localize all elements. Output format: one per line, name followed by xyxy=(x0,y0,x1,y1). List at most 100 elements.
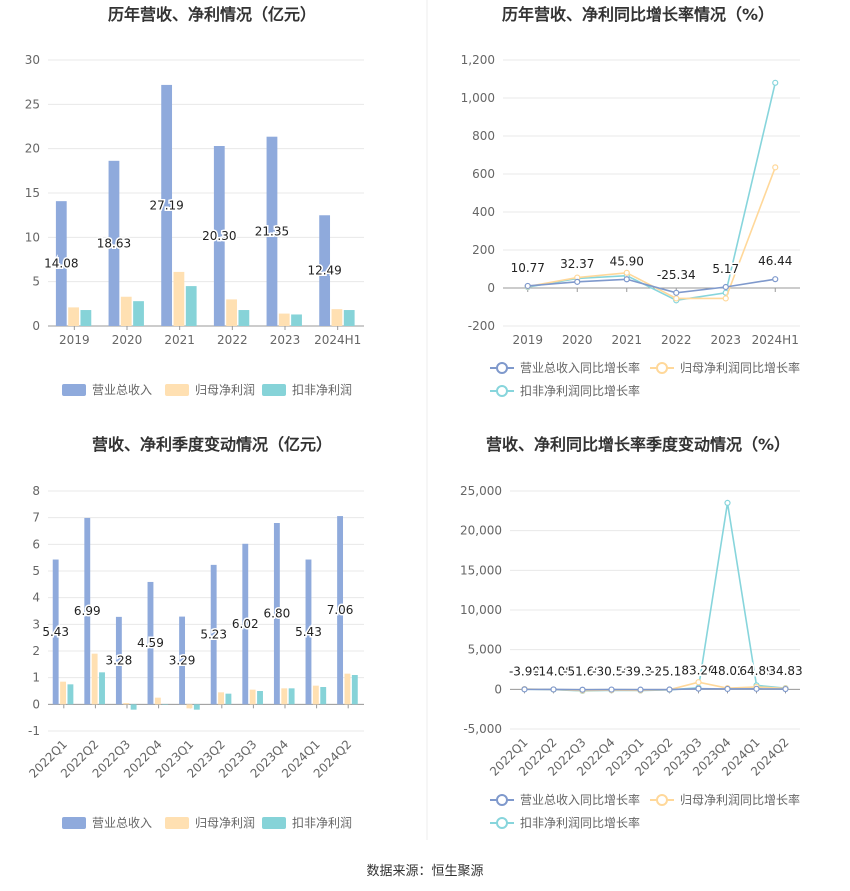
series-line xyxy=(527,167,776,300)
legend-marker xyxy=(496,817,508,829)
x-tick-label: 2020 xyxy=(112,333,143,347)
data-label: 32.37 xyxy=(560,257,594,271)
legend-swatch xyxy=(262,384,286,396)
y-tick-label: 1,200 xyxy=(461,53,495,67)
legend-label: 归母净利润 xyxy=(195,383,255,397)
y-tick-label: 25,000 xyxy=(460,484,502,498)
y-tick-label: 1,000 xyxy=(461,91,495,105)
x-tick-label: 2020 xyxy=(562,333,593,347)
bar xyxy=(213,146,225,326)
data-point xyxy=(724,499,731,506)
data-point xyxy=(579,686,586,693)
bar xyxy=(319,215,331,326)
bar xyxy=(186,704,193,709)
data-label: 45.90 xyxy=(610,254,644,268)
bar xyxy=(80,310,92,326)
y-tick-label: 400 xyxy=(472,205,495,219)
bar xyxy=(130,704,137,710)
data-point xyxy=(673,289,680,296)
data-point xyxy=(608,686,615,693)
bar xyxy=(120,296,132,326)
data-label: 6.80 xyxy=(264,607,291,621)
data-point xyxy=(722,283,729,291)
legend-label: 营业总收入 xyxy=(92,383,152,397)
bar xyxy=(52,559,59,705)
data-point xyxy=(753,685,760,692)
y-tick-label: 15,000 xyxy=(460,563,502,577)
legend-label: 营业总收入同比增长率 xyxy=(520,792,640,807)
chart-title: 营收、净利季度变动情况（亿元） xyxy=(92,435,332,454)
y-tick-label: -5,000 xyxy=(463,722,502,736)
bar xyxy=(99,672,105,705)
data-label: -30.56 xyxy=(592,665,631,679)
bar xyxy=(193,704,200,710)
bar xyxy=(115,616,122,705)
bar xyxy=(68,307,79,326)
x-tick-label: 2023 xyxy=(710,333,741,347)
bar xyxy=(337,516,344,705)
data-point xyxy=(724,685,731,693)
data-label: 6.02 xyxy=(232,617,259,631)
y-tick-label: 4 xyxy=(32,591,40,605)
x-tick-label: 2023 xyxy=(270,333,301,347)
legend-label: 扣非净利润 xyxy=(292,383,352,397)
bar xyxy=(133,301,144,326)
bar xyxy=(161,84,173,326)
quarterly-revenue-profit-panel: 营收、净利季度变动情况（亿元）-10123456782022Q12022Q220… xyxy=(26,435,364,830)
y-tick-label: 3 xyxy=(32,617,40,631)
bar xyxy=(154,697,161,705)
data-source-label: 数据来源：恒生聚源 xyxy=(366,864,483,879)
data-label: 4.59 xyxy=(137,636,164,650)
data-label: 48.02 xyxy=(710,664,744,678)
bar xyxy=(179,616,186,705)
bar xyxy=(291,314,302,326)
data-label: -25.13 xyxy=(650,665,689,679)
y-tick-label: 7 xyxy=(32,511,40,525)
data-point xyxy=(521,686,528,693)
legend-marker xyxy=(656,794,668,806)
legend-marker xyxy=(496,362,508,374)
bar xyxy=(173,271,185,326)
data-label: -3.90 xyxy=(509,664,540,678)
chart-title: 营收、净利同比增长率季度变动情况（%） xyxy=(486,435,790,454)
y-tick-label: 10 xyxy=(25,230,40,244)
data-label: 5.43 xyxy=(42,625,69,639)
data-point xyxy=(637,686,644,693)
data-label: 18.63 xyxy=(97,236,131,250)
data-label: 12.49 xyxy=(307,264,341,278)
legend-marker xyxy=(496,385,508,397)
data-point xyxy=(782,685,789,693)
data-label: 83.26 xyxy=(681,664,715,678)
data-label: -51.60 xyxy=(563,665,602,679)
data-point xyxy=(574,278,581,285)
y-tick-label: 0 xyxy=(487,281,495,295)
legend-swatch xyxy=(165,384,189,396)
bar xyxy=(351,675,358,705)
legend-label: 归母净利润同比增长率 xyxy=(680,792,800,807)
data-label: 34.83 xyxy=(768,664,802,678)
chart-title: 历年营收、净利情况（亿元） xyxy=(108,5,316,24)
x-tick-label: 2019 xyxy=(512,333,543,347)
data-label: 5.17 xyxy=(712,262,739,276)
series-line xyxy=(527,82,777,302)
bar xyxy=(91,653,98,705)
bar xyxy=(55,201,67,326)
legend-marker xyxy=(496,794,508,806)
y-tick-label: 10,000 xyxy=(460,603,502,617)
bar xyxy=(266,136,278,326)
bar xyxy=(343,310,355,326)
x-tick-label: 2022 xyxy=(217,333,248,347)
y-tick-label: 2 xyxy=(32,644,40,658)
data-label: 3.29 xyxy=(169,653,196,667)
bar xyxy=(218,692,224,705)
y-tick-label: 800 xyxy=(472,129,495,143)
data-label: 27.19 xyxy=(149,198,183,212)
x-tick-label: 2024H1 xyxy=(314,333,361,347)
legend-label: 营业总收入同比增长率 xyxy=(520,360,640,375)
data-point xyxy=(666,686,673,693)
bar xyxy=(226,299,237,326)
data-point xyxy=(772,164,779,171)
bar xyxy=(238,310,250,326)
bar xyxy=(108,160,120,326)
quarterly-growth-rate-panel: 营收、净利同比增长率季度变动情况（%） -5,000 0 5,000 10,000 15,… xyxy=(460,435,804,830)
